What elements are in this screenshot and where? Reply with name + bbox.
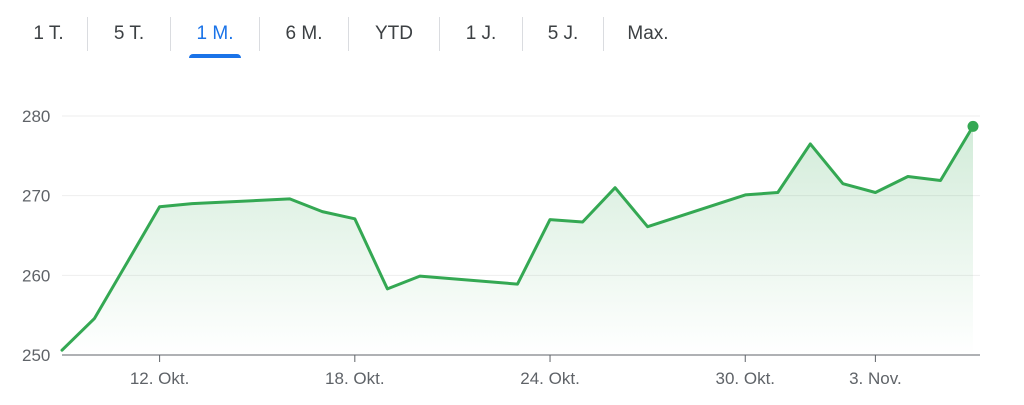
x-axis-labels: 12. Okt. 18. Okt. 24. Okt. 30. Okt. 3. Nov.	[130, 369, 902, 388]
tab-divider	[522, 17, 523, 51]
price-area	[62, 126, 973, 356]
tab-divider	[348, 17, 349, 51]
y-tick-label: 270	[22, 187, 50, 206]
time-range-tabs: 1 T. 5 T. 1 M. 6 M. YTD 1 J. 5 J. Max.	[10, 14, 692, 58]
tab-max[interactable]: Max.	[627, 23, 669, 44]
x-tick-label: 12. Okt.	[130, 369, 190, 388]
tab-divider	[170, 17, 171, 51]
tab-divider	[603, 17, 604, 51]
y-axis-labels: 250 260 270 280	[22, 107, 50, 365]
area-fill-layer	[62, 126, 973, 356]
y-tick-label: 260	[22, 266, 50, 285]
tab-1-m[interactable]: 1 M.	[171, 14, 259, 58]
tab-6-m[interactable]: 6 M.	[285, 23, 323, 44]
y-tick-label: 250	[22, 346, 50, 365]
x-axis	[62, 354, 980, 362]
x-tick-label: 24. Okt.	[520, 369, 580, 388]
tab-divider	[439, 17, 440, 51]
tab-5-t[interactable]: 5 T.	[113, 23, 145, 44]
tab-divider	[87, 17, 88, 51]
tab-5-j[interactable]: 5 J.	[547, 23, 579, 44]
x-tick-label: 3. Nov.	[849, 369, 902, 388]
tab-ytd[interactable]: YTD	[375, 23, 413, 44]
price-line	[60, 124, 975, 352]
tab-1-t[interactable]: 1 T.	[33, 23, 64, 44]
y-tick-label: 280	[22, 107, 50, 126]
x-tick-label: 30. Okt.	[715, 369, 775, 388]
line-layer	[60, 120, 979, 352]
x-tick-label: 18. Okt.	[325, 369, 385, 388]
tab-1-j[interactable]: 1 J.	[465, 23, 497, 44]
latest-price-marker[interactable]	[967, 120, 979, 132]
tab-divider	[259, 17, 260, 51]
